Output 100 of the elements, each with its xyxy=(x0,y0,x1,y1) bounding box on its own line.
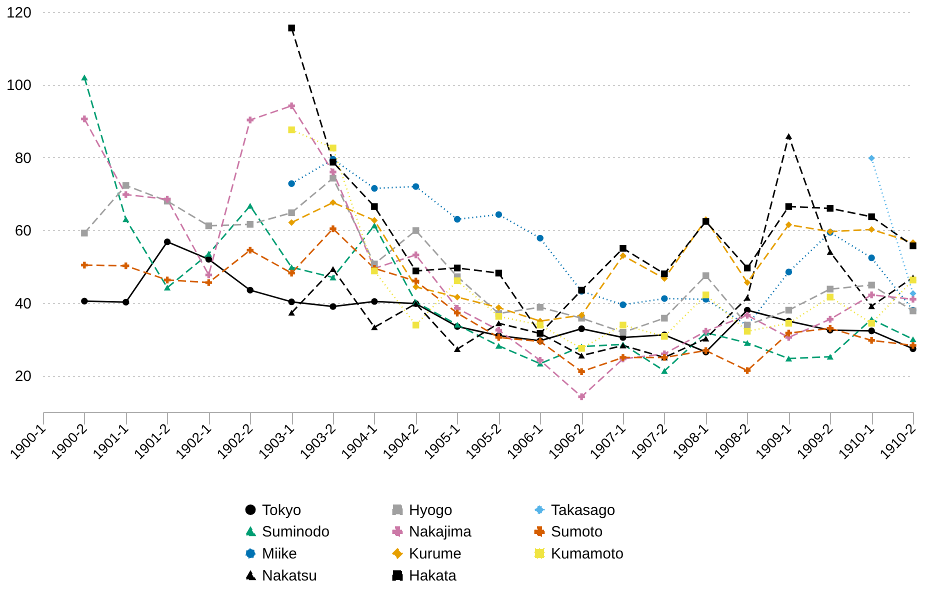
point xyxy=(371,324,378,330)
point xyxy=(81,116,88,122)
point xyxy=(246,286,254,294)
point xyxy=(868,254,875,262)
point xyxy=(536,322,544,328)
point xyxy=(246,116,254,124)
point xyxy=(910,290,916,297)
point xyxy=(910,296,916,303)
point xyxy=(868,292,875,298)
point xyxy=(785,133,792,139)
y-tick-label: 120 xyxy=(6,4,32,22)
point xyxy=(122,262,130,270)
point xyxy=(868,226,875,233)
point xyxy=(868,154,875,162)
point xyxy=(578,345,585,352)
point xyxy=(371,222,378,228)
point xyxy=(868,337,875,344)
point xyxy=(826,354,834,360)
point xyxy=(826,316,834,323)
point xyxy=(826,286,834,292)
point xyxy=(785,356,792,362)
point xyxy=(744,294,751,301)
point xyxy=(910,342,916,349)
y-tick-label: 20 xyxy=(14,368,32,386)
point xyxy=(744,264,751,272)
legend-label: Takasago xyxy=(551,502,616,519)
point xyxy=(371,203,378,210)
point xyxy=(81,262,88,268)
point xyxy=(205,256,212,263)
point xyxy=(826,294,834,300)
legend-label: Miike xyxy=(262,546,298,562)
point xyxy=(578,312,585,319)
y-tick-label: 80 xyxy=(14,150,32,167)
point xyxy=(495,304,502,311)
legend-label: Suminodo xyxy=(262,524,330,540)
point xyxy=(164,276,171,284)
point xyxy=(578,352,585,359)
point xyxy=(661,270,668,278)
point xyxy=(330,225,336,232)
point xyxy=(371,298,378,305)
point xyxy=(785,221,792,228)
point xyxy=(702,272,710,279)
point xyxy=(910,242,916,250)
point xyxy=(412,268,420,274)
point xyxy=(412,278,420,284)
point xyxy=(454,346,461,352)
legend-label: Sumoto xyxy=(551,524,603,540)
point xyxy=(495,270,502,276)
point xyxy=(785,306,792,314)
point xyxy=(122,216,130,222)
point xyxy=(578,368,585,375)
point xyxy=(868,213,875,220)
point xyxy=(536,357,544,364)
point xyxy=(620,252,626,259)
point xyxy=(288,102,295,110)
point xyxy=(744,279,751,286)
point xyxy=(330,274,336,280)
point xyxy=(288,270,295,276)
point xyxy=(330,144,336,152)
point xyxy=(412,284,420,290)
point xyxy=(164,238,171,246)
point xyxy=(702,292,710,298)
point xyxy=(826,249,834,255)
point xyxy=(288,180,295,187)
point xyxy=(330,168,336,176)
point xyxy=(536,304,544,311)
point xyxy=(330,266,336,272)
point xyxy=(412,227,420,234)
legend-label: Kumamoto xyxy=(551,546,624,562)
point xyxy=(454,294,461,300)
point xyxy=(288,298,295,306)
point xyxy=(371,185,378,192)
point xyxy=(868,303,875,310)
point xyxy=(205,279,212,286)
point xyxy=(164,284,171,291)
point xyxy=(785,268,792,276)
point xyxy=(868,282,875,288)
point xyxy=(910,336,916,342)
point xyxy=(620,301,626,308)
point xyxy=(454,216,461,223)
point xyxy=(288,219,295,226)
point xyxy=(288,209,295,216)
point xyxy=(205,222,212,230)
point xyxy=(620,245,626,252)
point xyxy=(122,182,130,189)
point xyxy=(412,322,420,328)
point xyxy=(81,298,88,304)
point xyxy=(288,126,295,134)
point xyxy=(826,205,834,212)
point xyxy=(371,217,378,224)
point xyxy=(288,24,295,32)
point xyxy=(330,158,336,166)
point xyxy=(330,303,336,310)
point xyxy=(744,312,751,319)
legend-label: Kurume xyxy=(409,546,462,562)
legend-label: Tokyo xyxy=(262,502,302,519)
point xyxy=(495,326,502,334)
point xyxy=(785,203,792,210)
y-tick-label: 40 xyxy=(14,295,32,312)
point xyxy=(661,314,668,322)
